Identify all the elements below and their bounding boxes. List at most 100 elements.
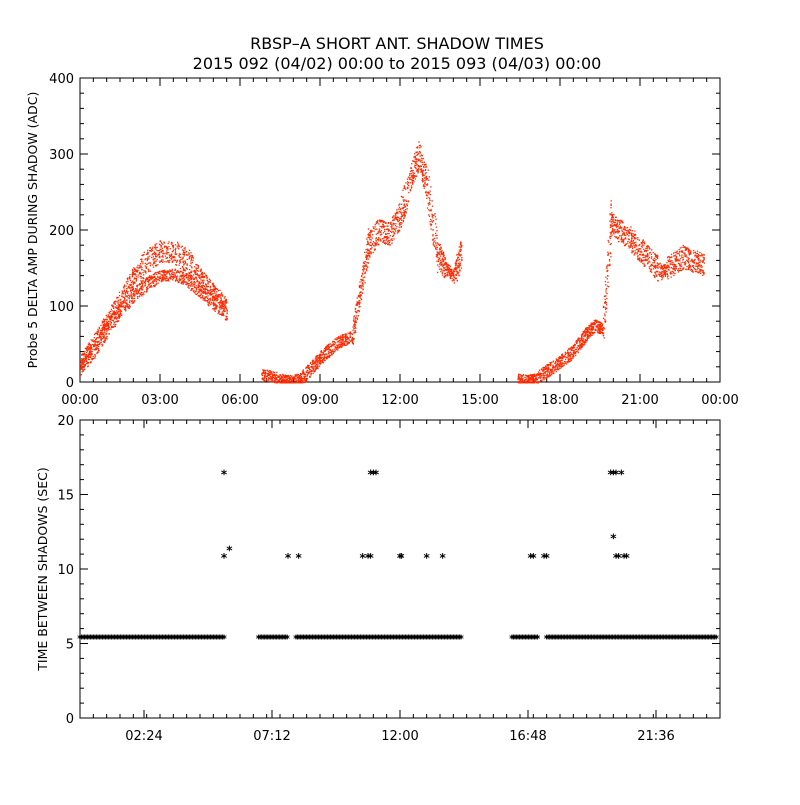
data-point [118, 306, 119, 307]
data-point [314, 366, 315, 367]
data-point [295, 374, 296, 375]
data-point [319, 359, 320, 360]
data-point [192, 285, 193, 286]
data-point [197, 273, 198, 274]
data-point [407, 178, 408, 179]
data-point [518, 375, 519, 376]
data-point [592, 328, 593, 329]
data-point [142, 261, 143, 262]
data-point [545, 373, 546, 374]
data-point [191, 257, 192, 258]
data-point [83, 361, 84, 362]
data-point [212, 283, 213, 284]
data-point [451, 275, 452, 276]
data-point [110, 316, 111, 317]
data-point [161, 278, 162, 279]
data-point [539, 370, 540, 371]
data-point [222, 296, 223, 297]
data-point [121, 311, 122, 312]
data-point [224, 308, 225, 309]
data-point [437, 257, 438, 258]
data-point [171, 255, 172, 256]
data-point [535, 376, 536, 377]
data-point [594, 332, 595, 333]
data-point [311, 370, 312, 371]
data-point [114, 317, 115, 318]
data-point [178, 255, 179, 256]
data-point [576, 343, 577, 344]
data-point [159, 262, 160, 263]
data-point [565, 354, 566, 355]
data-point [437, 272, 438, 273]
data-point [164, 270, 165, 271]
data-point [282, 374, 283, 375]
data-point [298, 376, 299, 377]
data-point [426, 184, 427, 185]
data-point [168, 280, 169, 281]
data-point [291, 376, 292, 377]
data-point [90, 357, 91, 358]
data-point [135, 293, 136, 294]
data-point [191, 281, 192, 282]
data-point [574, 344, 575, 345]
data-point [223, 301, 224, 302]
data-point [426, 194, 427, 195]
data-point [158, 282, 159, 283]
data-point [342, 337, 343, 338]
data-point [153, 277, 154, 278]
data-point [130, 295, 131, 296]
data-point [112, 316, 113, 317]
data-point [180, 262, 181, 263]
data-point [270, 381, 271, 382]
data-point [362, 273, 363, 274]
data-point [390, 235, 391, 236]
data-point [112, 313, 113, 314]
data-point [333, 350, 334, 351]
data-point [162, 243, 163, 244]
data-point [134, 281, 135, 282]
data-point [356, 301, 357, 302]
data-point [269, 375, 270, 376]
data-point [356, 315, 357, 316]
data-point [170, 271, 171, 272]
data-point [97, 348, 98, 349]
data-point [439, 254, 440, 255]
data-point [224, 311, 225, 312]
data-point [131, 292, 132, 293]
data-point [151, 257, 152, 258]
data-point [162, 256, 163, 257]
data-point [202, 273, 203, 274]
data-point [404, 186, 405, 187]
data-point [438, 252, 439, 253]
data-point [530, 382, 531, 383]
data-point [401, 222, 402, 223]
data-point [112, 305, 113, 306]
bottom-y-tick-label: 15 [57, 489, 74, 504]
data-point [274, 374, 275, 375]
data-point [167, 247, 168, 248]
data-point [205, 296, 206, 297]
data-point [421, 158, 422, 159]
data-point [320, 362, 321, 363]
data-point [94, 355, 95, 356]
data-point [100, 325, 101, 326]
data-point [192, 277, 193, 278]
data-point [106, 328, 107, 329]
data-point [326, 349, 327, 350]
top-x-tick-label: 15:00 [461, 393, 498, 408]
data-point [396, 209, 397, 210]
data-point [117, 308, 118, 309]
data-point [388, 222, 389, 223]
data-point [385, 243, 386, 244]
data-point [270, 372, 271, 373]
data-point [340, 335, 341, 336]
data-point [159, 250, 160, 251]
data-point [308, 365, 309, 366]
data-point [147, 281, 148, 282]
data-point [186, 254, 187, 255]
data-point [373, 226, 374, 227]
data-point [407, 184, 408, 185]
data-point [171, 274, 172, 275]
data-point [142, 283, 143, 284]
data-point [169, 277, 170, 278]
